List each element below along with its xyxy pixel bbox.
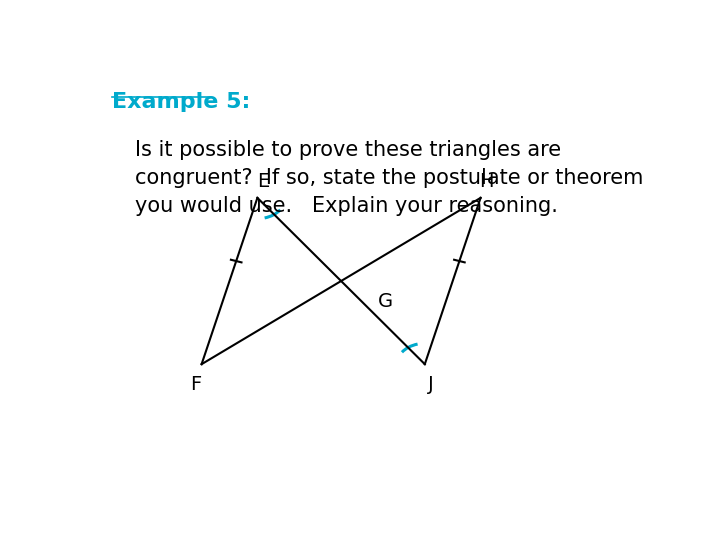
Text: Example 5:: Example 5: [112,92,251,112]
Text: G: G [378,292,393,311]
Text: H: H [479,172,493,191]
Text: Is it possible to prove these triangles are
congruent?  If so, state the postula: Is it possible to prove these triangles … [135,140,643,215]
Text: J: J [428,375,433,394]
Text: E: E [257,172,269,191]
Text: F: F [190,375,202,394]
